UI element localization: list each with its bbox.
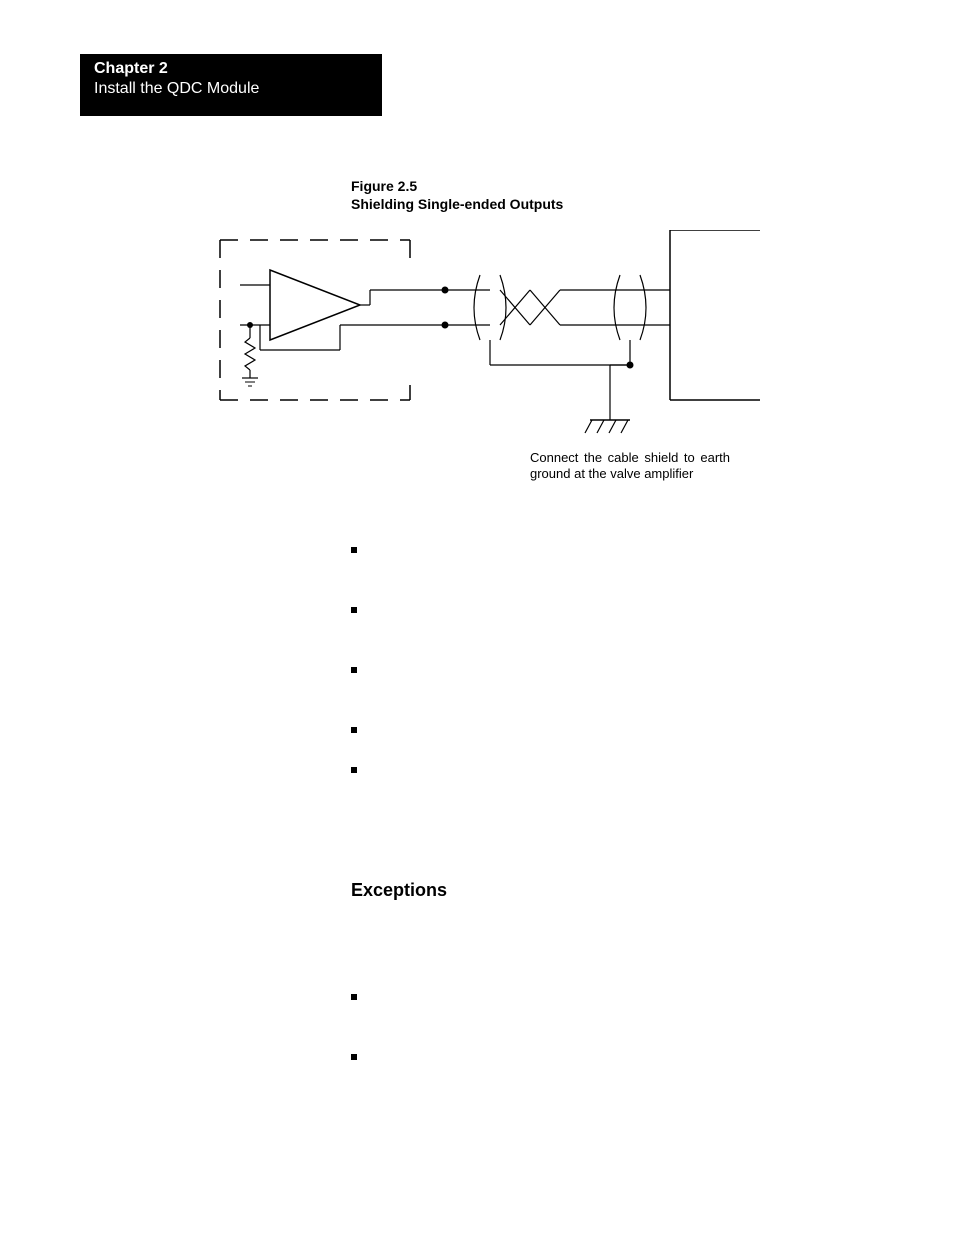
circuit-diagram: [200, 230, 760, 450]
bullet-icon: [351, 727, 357, 733]
chapter-subtitle: Install the QDC Module: [94, 80, 368, 98]
figure-number: Figure 2.5: [351, 177, 563, 195]
list-item: [351, 1048, 851, 1060]
list-item: [351, 601, 851, 613]
figure-title: Shielding Single-ended Outputs: [351, 195, 563, 213]
list-item: [351, 541, 851, 553]
list-item: [351, 661, 851, 673]
list-item: [351, 721, 851, 733]
list-item: [351, 761, 851, 773]
bullet-icon: [351, 767, 357, 773]
bullet-icon: [351, 994, 357, 1000]
bullet-icon: [351, 667, 357, 673]
chapter-number: Chapter 2: [94, 60, 368, 78]
ground-note: Connect the cable shield to earth ground…: [530, 450, 730, 483]
section-heading: Exceptions: [351, 880, 447, 901]
bullet-icon: [351, 1054, 357, 1060]
list-item: [351, 988, 851, 1000]
figure-caption: Figure 2.5 Shielding Single-ended Output…: [351, 177, 563, 213]
bullet-icon: [351, 607, 357, 613]
chapter-header: Chapter 2 Install the QDC Module: [80, 54, 382, 116]
bullet-icon: [351, 547, 357, 553]
